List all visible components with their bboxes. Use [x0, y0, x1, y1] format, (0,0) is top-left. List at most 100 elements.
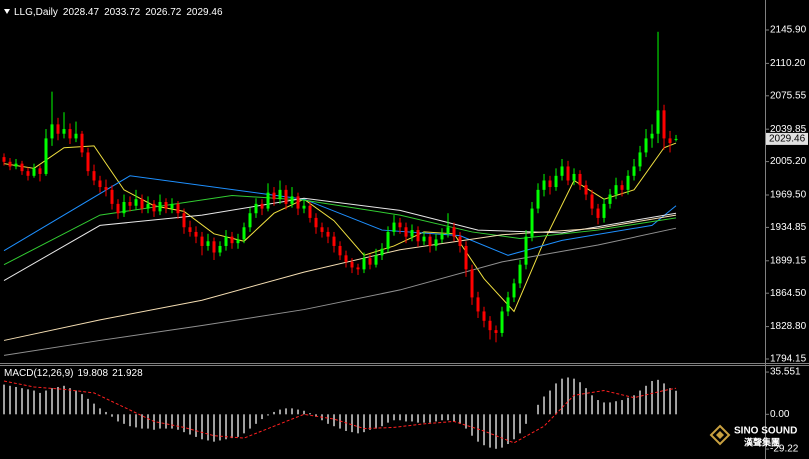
candle-body: [398, 222, 402, 228]
candle-body: [212, 241, 216, 253]
y-tick-label: -29.22: [770, 444, 799, 455]
candle-body: [368, 258, 372, 265]
candle-body: [200, 236, 204, 246]
y-tick-label: 1934.85: [770, 222, 807, 233]
candle-body: [344, 255, 348, 262]
candle-body: [536, 189, 540, 209]
candle-body: [326, 231, 330, 237]
candle-body: [98, 180, 102, 188]
candle-body: [644, 138, 648, 153]
candle-body: [548, 180, 552, 188]
candle-body: [476, 297, 480, 312]
moving-average: [3, 227, 677, 356]
candle-body: [572, 173, 576, 181]
header-value: 19.808: [77, 368, 108, 379]
candle-body: [380, 248, 384, 256]
candle-body: [74, 133, 78, 139]
y-tick-label: 1864.50: [770, 288, 807, 299]
candle-body: [50, 124, 54, 139]
moving-average: [3, 197, 677, 282]
candle-body: [410, 230, 414, 237]
y-tick-label: 0.00: [770, 409, 790, 420]
candle-body: [218, 245, 222, 253]
signal-line: [3, 380, 677, 444]
candle-body: [278, 189, 282, 200]
header-value: 2029.46: [186, 7, 223, 18]
candle-body: [140, 199, 144, 209]
candle-body: [260, 203, 264, 209]
candle-body: [590, 194, 594, 209]
candle-body: [596, 208, 600, 218]
candle-body: [206, 241, 210, 246]
y-tick-label: 2005.20: [770, 156, 807, 167]
candle-body: [434, 239, 438, 246]
header-value: 21.928: [112, 368, 143, 379]
candle-body: [356, 267, 360, 270]
candle-body: [656, 110, 660, 134]
y-tick-label: 1794.15: [770, 354, 807, 365]
candle-body: [302, 205, 306, 209]
chart-title: LLG,Daily: [14, 7, 58, 18]
candle-body: [248, 213, 252, 228]
candle-body: [404, 227, 408, 237]
candle-body: [446, 227, 450, 234]
candle-body: [116, 203, 120, 214]
candle-body: [320, 227, 324, 232]
chart-header: LLG,Daily 2028.47 2033.72 2026.72 2029.46: [14, 7, 223, 18]
candle-body: [500, 311, 504, 333]
menu-arrow[interactable]: [4, 9, 10, 14]
candle-body: [416, 230, 420, 242]
candle-body: [308, 205, 312, 218]
candle-body: [392, 222, 396, 232]
y-tick-label: 1899.15: [770, 255, 807, 266]
candle-body: [272, 192, 276, 200]
candle-body: [122, 202, 126, 214]
candle-body: [86, 152, 90, 172]
candle-body: [62, 129, 66, 134]
candle-body: [44, 138, 48, 174]
candle-body: [608, 194, 612, 204]
logo-brand: SINO SOUND: [734, 426, 797, 437]
candle-body: [314, 217, 318, 228]
y-tick-label: 2110.20: [770, 58, 806, 69]
candle-body: [254, 203, 258, 214]
candle-body: [668, 138, 672, 144]
candle-body: [2, 157, 6, 162]
candle-body: [68, 129, 72, 139]
current-price-label: 2029.46: [769, 134, 806, 145]
y-tick-label: 1828.80: [770, 321, 807, 332]
candle-body: [110, 189, 114, 204]
candle-body: [242, 227, 246, 240]
candle-body: [182, 213, 186, 228]
candle-body: [470, 269, 474, 298]
candle-body: [170, 203, 174, 209]
candle-body: [650, 133, 654, 139]
current-price-box: [766, 132, 808, 145]
candle-body: [452, 227, 456, 237]
candle-body: [554, 175, 558, 188]
candle-body: [488, 320, 492, 331]
candle-body: [296, 196, 300, 209]
candle-body: [620, 185, 624, 190]
candle-body: [194, 231, 198, 237]
candle-body: [14, 163, 18, 167]
candle-body: [524, 236, 528, 265]
header-value: 2033.72: [104, 7, 141, 18]
y-tick-label: 35.551: [770, 367, 801, 378]
candle-body: [362, 258, 366, 270]
candle-body: [230, 236, 234, 244]
candle-body: [284, 189, 288, 204]
candle-body: [350, 261, 354, 268]
candle-body: [188, 227, 192, 232]
candle-body: [158, 202, 162, 212]
candle-body: [104, 187, 108, 190]
candle-body: [584, 185, 588, 195]
candle-body: [458, 236, 462, 246]
candle-body: [494, 330, 498, 333]
candle-body: [422, 236, 426, 242]
logo-icon: [709, 424, 731, 446]
candle-body: [530, 208, 534, 237]
candle-body: [224, 236, 228, 246]
candle-body: [8, 161, 12, 167]
candle-body: [374, 255, 378, 265]
